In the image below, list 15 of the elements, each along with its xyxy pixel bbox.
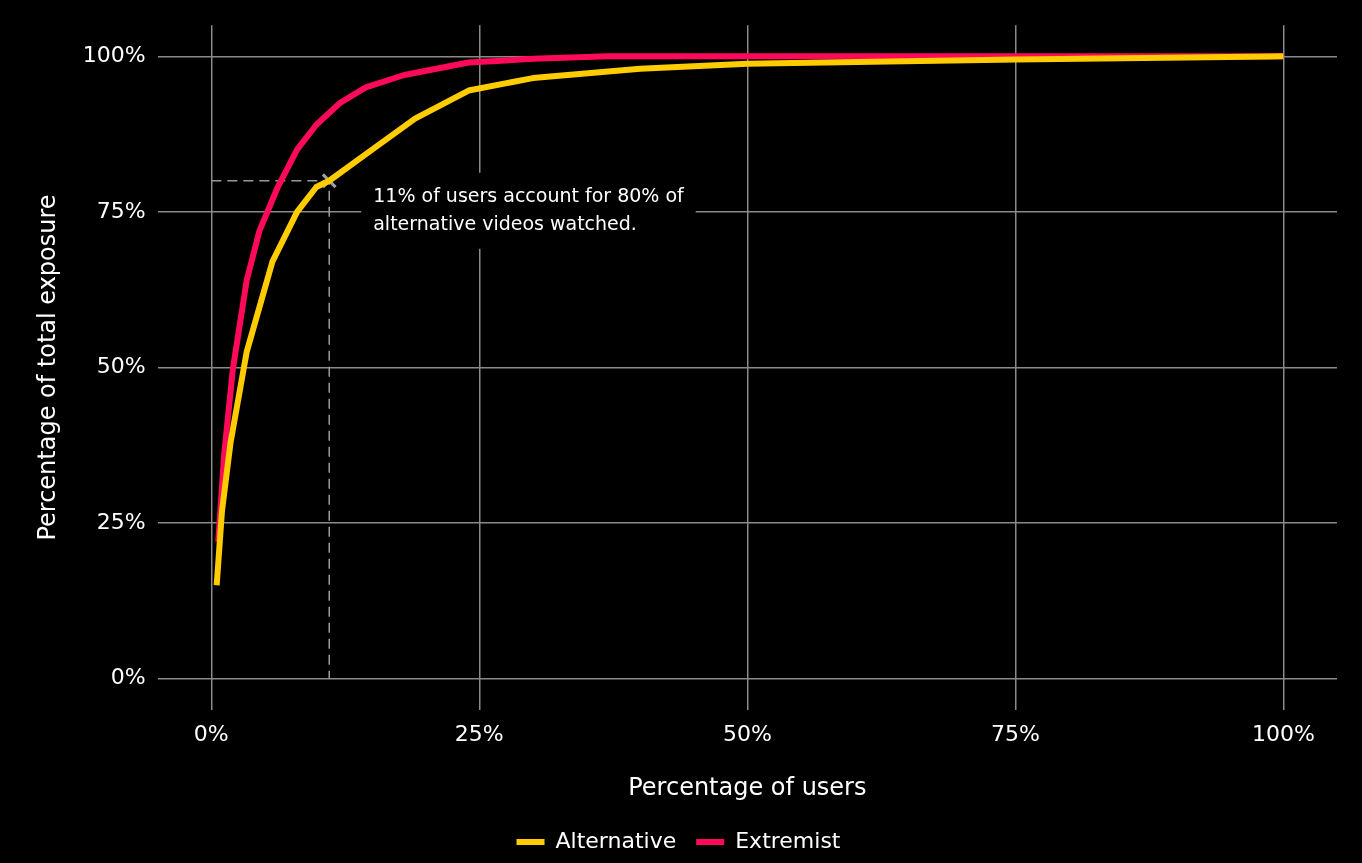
- y-tick-label: 50%: [96, 353, 146, 379]
- x-tick-label: 0%: [193, 720, 229, 746]
- x-tick-label: 50%: [722, 720, 772, 746]
- x-tick-label: 100%: [1251, 720, 1315, 746]
- y-tick-label: 100%: [82, 42, 146, 68]
- x-axis-title: Percentage of users: [628, 772, 867, 801]
- x-tick-label: 25%: [454, 720, 504, 746]
- y-tick-label: 75%: [96, 197, 146, 223]
- legend-label: Extremist: [735, 827, 841, 853]
- y-axis-title: Percentage of total exposure: [32, 194, 61, 541]
- y-tick-label: 0%: [110, 664, 146, 690]
- annotation: 11% of users account for 80% of alternative videos watched.: [373, 183, 686, 234]
- x-tick-label: 75%: [990, 720, 1040, 746]
- legend-label: Alternative: [555, 827, 677, 853]
- y-tick-label: 25%: [96, 508, 146, 534]
